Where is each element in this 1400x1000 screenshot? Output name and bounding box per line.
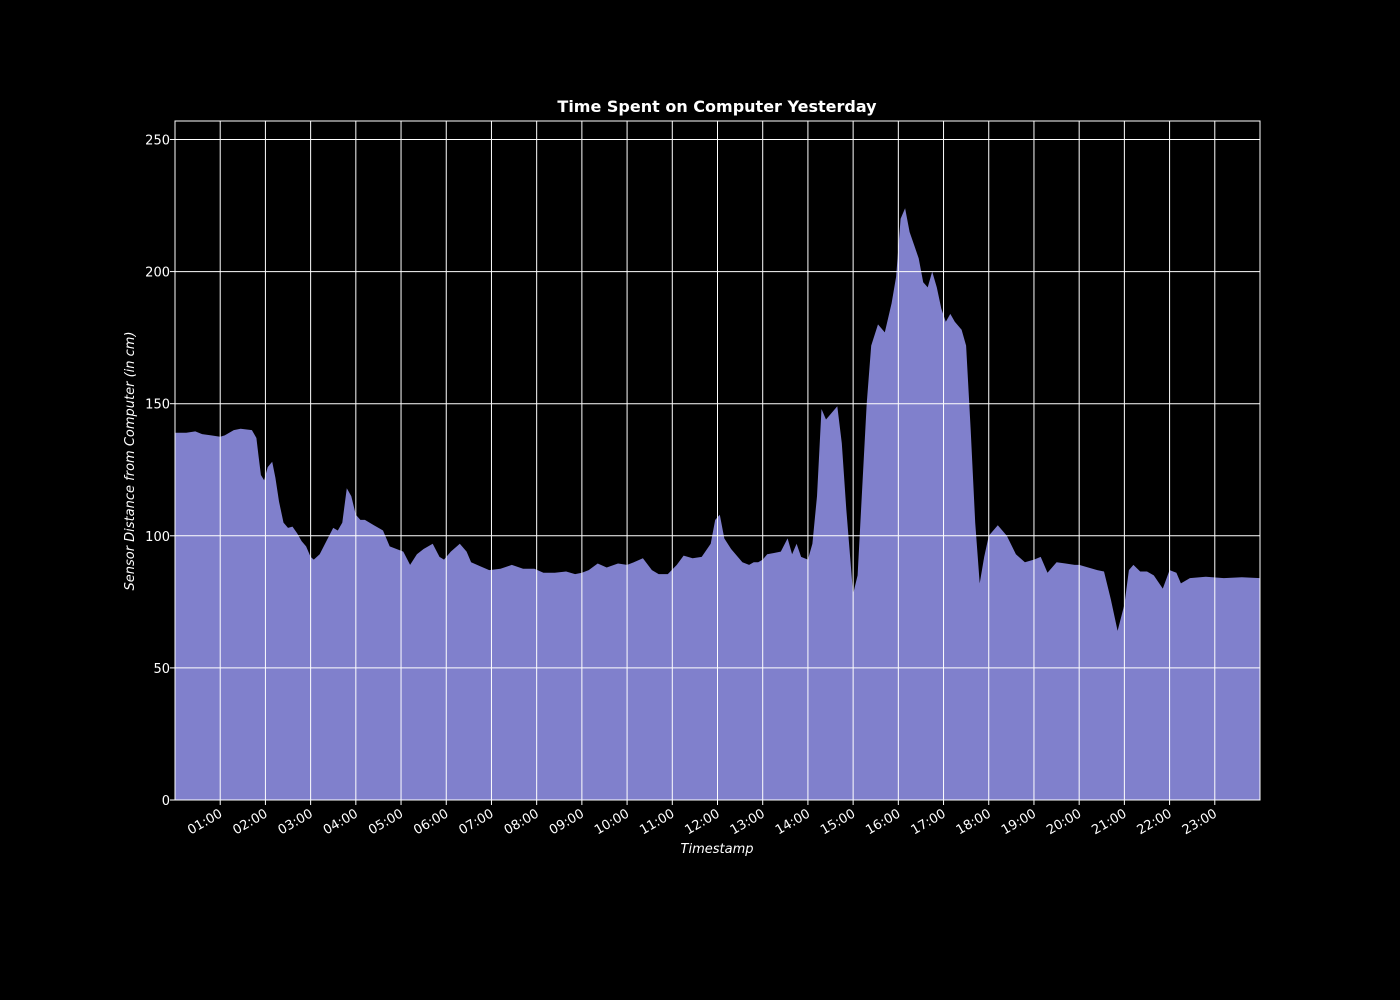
grid-lines xyxy=(175,121,1260,801)
y-tick-label: 200 xyxy=(145,266,170,281)
y-axis-label: Sensor Distance from Computer (in cm) xyxy=(123,331,138,590)
y-tick-label: 250 xyxy=(145,133,170,148)
x-axis-label: Timestamp xyxy=(681,842,754,857)
y-tick-label: 0 xyxy=(162,794,170,809)
plot-area xyxy=(174,120,1261,801)
chart-title: Time Spent on Computer Yesterday xyxy=(557,97,877,116)
y-tick-label: 150 xyxy=(145,398,170,413)
y-axis-ticks: 0 50 100 150 200 250 xyxy=(145,133,175,809)
y-tick-label: 100 xyxy=(145,530,170,545)
y-tick-label: 50 xyxy=(153,662,170,677)
